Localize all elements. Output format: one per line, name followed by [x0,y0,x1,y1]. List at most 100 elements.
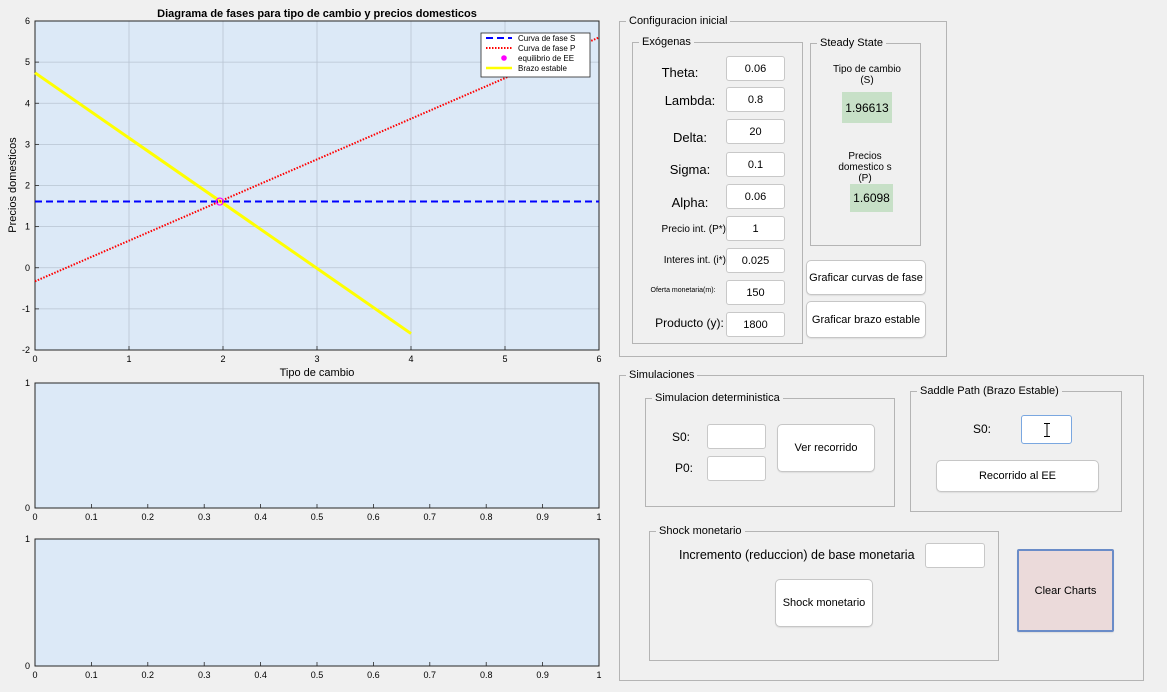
sim-det-panel: Simulacion deterministica [645,391,895,507]
x-tick-label: 1 [126,354,131,364]
x-tick-label: 0.7 [424,670,437,680]
producto-label: Producto (y): [655,316,724,330]
x-tick-label: 0.5 [311,670,324,680]
steady-state-title: Steady State [817,36,886,50]
saddle-s0-label: S0: [973,422,992,436]
x-tick-label: 0 [32,354,37,364]
x-tick-label: 0.6 [367,670,380,680]
simulation-chart-2[interactable]: 0 0.1 0.2 0.3 0.4 0.5 0.6 0.7 0.8 0.9 1 0 1 [0,533,610,692]
config-panel-title: Configuracion inicial [626,14,731,28]
x-tick-label: 6 [596,354,601,364]
recorrido-ee-button[interactable]: Recorrido al EE [936,460,1099,492]
clear-charts-button[interactable]: Clear Charts [1017,549,1114,632]
simulation-chart-2-plot-area [34,538,600,667]
sim-p0-field[interactable] [707,456,766,481]
steady-p-value: 1.6098 [850,184,893,212]
producto-field[interactable]: 1800 [726,312,785,337]
x-tick-label: 0.8 [480,512,493,522]
graficar-curvas-button[interactable]: Graficar curvas de fase [806,260,926,295]
x-tick-label: 5 [502,354,507,364]
saddle-path-panel: Saddle Path (Brazo Estable) [910,384,1122,512]
sigma-label: Sigma: [669,162,711,177]
alpha-field[interactable]: 0.06 [726,184,785,209]
x-tick-label: 3 [314,354,319,364]
theta-label: Theta: [661,65,699,80]
y-tick-label: 5 [25,57,30,67]
precio-int-label: Precio int. (P*) [661,224,726,235]
legend-label-equilibrio-de-ee: equilibrio de EE [518,54,574,63]
x-tick-label: 0.4 [254,670,267,680]
lambda-field[interactable]: 0.8 [726,87,785,112]
shock-panel: Shock monetario [649,524,999,661]
x-tick-label: 0 [32,512,37,522]
y-tick-label: 0 [25,263,30,273]
series-equilibrio-de-ee [215,197,224,206]
x-tick-label: 0.2 [142,670,155,680]
theta-field[interactable]: 0.06 [726,56,785,81]
shock-title: Shock monetario [656,524,745,538]
y-tick-label: 1 [25,534,30,544]
legend-marker-equilibrio-de-ee [501,55,507,61]
config-panel: Configuracion inicial [619,14,947,357]
phase-diagram-ylabel: Precios domesticos [7,137,19,233]
oferta-monetaria-field[interactable]: 150 [726,280,785,305]
steady-s-label: Tipo de cambio (S) [833,64,901,86]
oferta-monetaria-label: Oferta monetaria(m): [650,287,716,294]
phase-diagram-title: Diagrama de fases para tipo de cambio y … [157,8,477,20]
x-tick-label: 0.9 [536,512,549,522]
y-tick-label: 4 [25,98,30,108]
ver-recorrido-button[interactable]: Ver recorrido [777,424,875,472]
shock-label: Incremento (reduccion) de base monetaria [679,548,915,562]
delta-label: Delta: [673,130,707,145]
x-tick-label: 0.1 [85,670,98,680]
alpha-label: Alpha: [671,195,709,210]
legend-label-curva-de-fase-p: Curva de fase P [518,44,575,53]
x-tick-label: 0.5 [311,512,324,522]
x-tick-label: 0.7 [424,512,437,522]
x-tick-label: 1 [596,670,601,680]
legend-label-brazo-estable: Brazo estable [518,64,567,73]
simulation-chart-1-plot-area [34,382,600,509]
sigma-field[interactable]: 0.1 [726,152,785,177]
x-tick-label: 0.6 [367,512,380,522]
precio-int-field[interactable]: 1 [726,216,785,241]
x-tick-label: 0.9 [536,670,549,680]
shock-monetario-button[interactable]: Shock monetario [775,579,873,627]
interes-int-label: Interes int. (i*) [663,255,726,266]
y-tick-label: 1 [25,378,30,388]
steady-p-label: Precios domestico s (P) [838,151,892,184]
lambda-label: Lambda: [664,93,716,108]
interes-int-field[interactable]: 0.025 [726,248,785,273]
sim-s0-label: S0: [672,430,691,444]
simulaciones-panel: Simulaciones [619,368,1144,681]
graficar-brazo-button[interactable]: Graficar brazo estable [806,301,926,338]
y-tick-label: 1 [25,222,30,232]
simulation-chart-1[interactable]: 0 0.1 0.2 0.3 0.4 0.5 0.6 0.7 0.8 0.9 1 0 1 [0,375,610,525]
y-tick-label: 3 [25,139,30,149]
y-tick-label: 0 [25,503,30,513]
steady-state-panel: Steady State [810,36,921,246]
x-tick-label: 0.8 [480,670,493,680]
y-tick-label: 0 [25,661,30,671]
y-tick-label: 2 [25,181,30,191]
x-tick-label: 0.2 [142,512,155,522]
series-curva-de-fase-p [34,36,600,283]
x-tick-label: 1 [596,512,601,522]
x-tick-label: 0.1 [85,512,98,522]
sim-p0-label: P0: [675,461,694,475]
x-tick-label: 0.3 [198,670,211,680]
delta-field[interactable]: 20 [726,119,785,144]
x-tick-label: 0.4 [254,512,267,522]
x-tick-label: 0 [32,670,37,680]
saddle-path-title: Saddle Path (Brazo Estable) [917,384,1062,398]
phase-diagram-xlabel: Tipo de cambio [280,367,355,379]
sim-s0-field[interactable] [707,424,766,449]
simulaciones-title: Simulaciones [626,368,698,382]
phase-diagram-chart[interactable]: 0 1 2 3 4 5 6 -2 -1 0 1 2 3 4 5 6 Diagrama de fases par… [0,0,610,382]
x-tick-label: 2 [220,354,225,364]
exogenas-panel: Exógenas [632,35,803,344]
shock-field[interactable] [925,543,985,568]
sim-det-title: Simulacion deterministica [652,391,783,405]
x-tick-label: 4 [408,354,413,364]
